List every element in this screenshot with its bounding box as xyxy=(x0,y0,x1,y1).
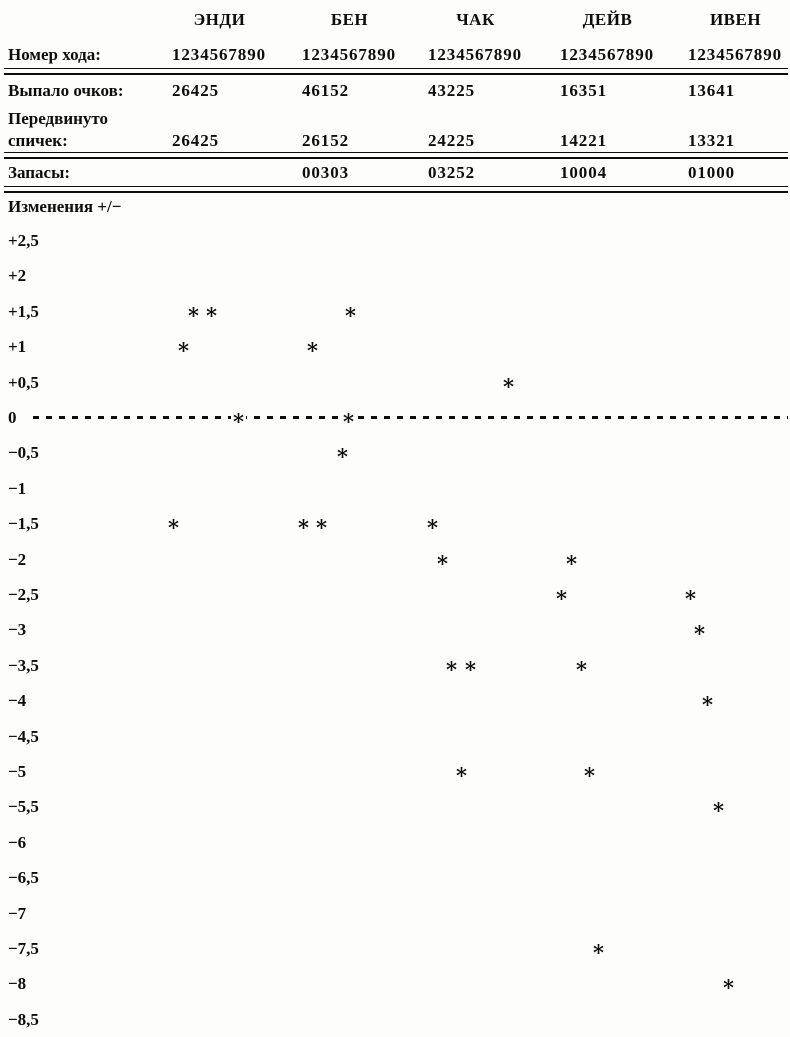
y-axis-label: 0 xyxy=(8,408,17,427)
rolled-value: 26425 xyxy=(172,81,219,100)
zero-dashed-line xyxy=(33,416,788,419)
data-point-asterisk: * xyxy=(456,763,467,788)
rolled-value: 46152 xyxy=(302,81,349,100)
move-numbers: 1234567890 xyxy=(688,45,782,64)
move-numbers: 1234567890 xyxy=(560,45,654,64)
y-axis-label: −1 xyxy=(8,478,27,498)
y-axis-label: −4,5 xyxy=(8,726,39,746)
y-axis-label: +1,5 xyxy=(8,301,39,321)
data-point-asterisk: * xyxy=(188,302,199,328)
moved-value: 14221 xyxy=(560,131,607,150)
chart-title: Изменения +/− xyxy=(8,197,122,216)
data-point-asterisk: * xyxy=(465,656,476,682)
data-point-asterisk: * xyxy=(168,515,179,541)
data-point-asterisk: * xyxy=(427,515,438,541)
data-point-asterisk: * xyxy=(556,586,567,611)
data-point-asterisk: * xyxy=(345,302,356,328)
y-axis-label: −4 xyxy=(8,691,27,711)
row-label-rolled: Выпало очков: xyxy=(8,81,124,100)
data-point-asterisk: * xyxy=(307,338,318,364)
y-axis-label: −2 xyxy=(8,549,27,569)
data-point-asterisk: * xyxy=(341,409,356,434)
data-point-asterisk: * xyxy=(503,373,514,399)
data-point-asterisk: * xyxy=(584,763,595,788)
data-point-asterisk: * xyxy=(713,798,724,824)
y-axis-label: −5 xyxy=(8,762,27,781)
reserves-value: 03252 xyxy=(428,163,475,182)
row-label-moved-line2: спичек: xyxy=(8,131,68,150)
y-axis-label: −2,5 xyxy=(8,585,39,604)
data-point-asterisk: * xyxy=(685,586,696,611)
rolled-value: 43225 xyxy=(428,81,475,100)
data-point-asterisk: * xyxy=(178,338,189,364)
row-label-moved-line1: Передвинуто xyxy=(8,109,109,128)
move-numbers: 1234567890 xyxy=(428,45,522,64)
data-point-asterisk: * xyxy=(593,940,604,965)
reserves-value: 10004 xyxy=(560,163,607,182)
player-name-ivan: ИВЕН xyxy=(709,10,762,29)
moved-value: 26425 xyxy=(172,131,219,150)
player-name-dave: ДЕЙВ xyxy=(582,10,633,29)
row-label-reserves: Запасы: xyxy=(8,163,71,182)
rolled-value: 16351 xyxy=(560,81,607,100)
data-point-asterisk: * xyxy=(446,656,457,682)
move-numbers: 1234567890 xyxy=(302,45,396,64)
data-point-asterisk: * xyxy=(566,550,577,576)
data-point-asterisk: * xyxy=(576,656,587,682)
move-numbers: 1234567890 xyxy=(172,45,266,64)
table-rule-top xyxy=(4,68,788,75)
moved-value: 26152 xyxy=(302,131,349,150)
y-axis-label: −8 xyxy=(8,974,27,994)
y-axis-label: +2 xyxy=(8,266,27,286)
player-name-andy: ЭНДИ xyxy=(193,10,246,29)
y-axis-label: +2,5 xyxy=(8,231,39,250)
y-axis-label: −3,5 xyxy=(8,655,39,675)
y-axis-label: −6,5 xyxy=(8,868,39,888)
moved-value: 13321 xyxy=(688,131,735,150)
y-axis-label: −7 xyxy=(8,903,27,923)
data-point-asterisk: * xyxy=(337,444,348,470)
data-point-asterisk: * xyxy=(723,975,734,1001)
data-point-asterisk: * xyxy=(702,692,713,718)
y-axis-label: −8,5 xyxy=(8,1009,39,1029)
data-point-asterisk: * xyxy=(206,302,217,328)
y-axis-label: −0,5 xyxy=(8,443,39,463)
row-label-move-number: Номер хода: xyxy=(8,45,101,64)
table-rule-bottom xyxy=(4,186,788,193)
data-point-asterisk: * xyxy=(316,515,327,541)
data-point-asterisk: * xyxy=(437,550,448,576)
y-axis-label: −1,5 xyxy=(8,514,39,534)
reserves-value: 01000 xyxy=(688,163,735,182)
y-axis-label: +0,5 xyxy=(8,372,39,392)
data-point-asterisk: * xyxy=(694,621,705,647)
player-name-chuck: ЧАК xyxy=(456,10,495,29)
player-name-ben: БЕН xyxy=(330,10,369,29)
y-axis-label: −3 xyxy=(8,620,27,640)
table-rule-middle xyxy=(4,152,788,159)
y-axis-label: −6 xyxy=(8,832,27,852)
moved-value: 24225 xyxy=(428,131,475,150)
reserves-value: 00303 xyxy=(302,163,349,182)
data-point-asterisk: * xyxy=(231,409,246,434)
y-axis-label: −7,5 xyxy=(8,939,39,958)
y-axis-label: +1 xyxy=(8,337,27,357)
y-axis-label: −5,5 xyxy=(8,797,39,817)
rolled-value: 13641 xyxy=(688,81,735,100)
data-point-asterisk: * xyxy=(298,515,309,541)
